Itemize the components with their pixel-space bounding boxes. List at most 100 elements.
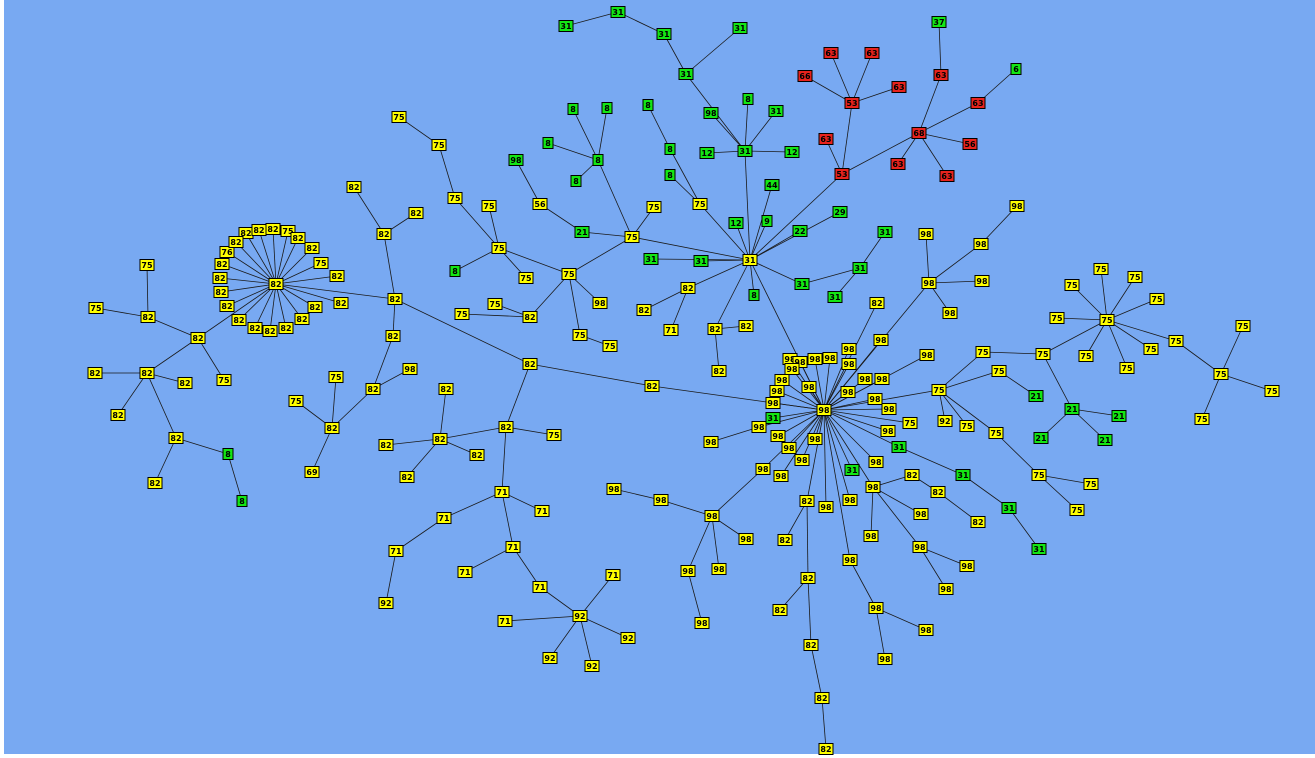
node: 82 bbox=[680, 282, 696, 294]
node-label: 82 bbox=[230, 238, 241, 247]
node-box bbox=[391, 111, 407, 123]
node: 75 bbox=[1064, 279, 1080, 291]
node: 82 bbox=[399, 471, 415, 483]
edge bbox=[823, 409, 911, 424]
node-box bbox=[803, 639, 819, 651]
node: 82 bbox=[644, 380, 660, 392]
node-box bbox=[592, 154, 604, 166]
node-label: 63 bbox=[972, 99, 983, 108]
node: 8 bbox=[601, 102, 613, 114]
edge bbox=[572, 108, 599, 161]
node-box bbox=[970, 516, 986, 528]
node-box bbox=[938, 583, 954, 595]
node: 8 bbox=[542, 137, 554, 149]
node: 75 bbox=[1127, 271, 1143, 283]
node: 98 bbox=[402, 363, 418, 375]
node-label: 31 bbox=[767, 414, 779, 423]
node-label: 98 bbox=[975, 240, 987, 249]
node-box bbox=[168, 432, 184, 444]
node-label: 98 bbox=[875, 336, 887, 345]
edge bbox=[1038, 474, 1092, 485]
edge bbox=[1106, 319, 1128, 369]
node: 8 bbox=[222, 448, 234, 460]
node: 8 bbox=[236, 495, 248, 507]
edge bbox=[788, 409, 825, 449]
node-label: 92 bbox=[380, 599, 391, 608]
node-label: 82 bbox=[270, 280, 281, 289]
node-label: 21 bbox=[1035, 434, 1047, 443]
edge bbox=[235, 241, 277, 285]
node: 92 bbox=[378, 597, 394, 609]
node-box bbox=[1264, 385, 1280, 397]
edge bbox=[501, 491, 514, 548]
node-label: 98 bbox=[608, 485, 620, 494]
node-box bbox=[228, 236, 244, 248]
edge bbox=[687, 515, 713, 572]
node-box bbox=[1031, 543, 1047, 555]
node: 75 bbox=[139, 259, 155, 271]
node-label: 31 bbox=[645, 255, 657, 264]
node: 82 bbox=[228, 236, 244, 248]
node-label: 82 bbox=[471, 451, 482, 460]
node-box bbox=[469, 449, 485, 461]
node-box bbox=[438, 383, 454, 395]
node-label: 71 bbox=[607, 571, 619, 580]
edge bbox=[1042, 319, 1108, 355]
node: 98 bbox=[840, 386, 856, 398]
edge bbox=[146, 337, 199, 374]
node-label: 82 bbox=[296, 315, 307, 324]
node-label: 8 bbox=[751, 291, 757, 300]
edge bbox=[579, 615, 629, 639]
node-label: 9 bbox=[764, 217, 770, 226]
node-label: 82 bbox=[170, 434, 181, 443]
node-box bbox=[692, 198, 708, 210]
node-box bbox=[542, 137, 554, 149]
edge bbox=[385, 438, 441, 446]
node: 82 bbox=[799, 495, 815, 507]
node: 63 bbox=[939, 170, 955, 182]
node-label: 75 bbox=[315, 259, 327, 268]
node-label: 82 bbox=[682, 284, 693, 293]
edge bbox=[749, 173, 843, 261]
node-box bbox=[975, 346, 991, 358]
node-box bbox=[346, 181, 362, 193]
node-label: 98 bbox=[820, 503, 832, 512]
node-label: 98 bbox=[803, 383, 815, 392]
node: 71 bbox=[532, 581, 548, 593]
node-box bbox=[761, 215, 773, 227]
edge bbox=[1106, 319, 1177, 342]
edge bbox=[700, 259, 751, 262]
node-box bbox=[110, 409, 126, 421]
node-box bbox=[1010, 63, 1022, 75]
node-box bbox=[959, 420, 975, 432]
node-label: 82 bbox=[240, 229, 251, 238]
node: 75 bbox=[561, 268, 577, 280]
node-label: 56 bbox=[534, 200, 546, 209]
node-box bbox=[728, 217, 744, 229]
node-box bbox=[522, 311, 538, 323]
node-label: 75 bbox=[1085, 480, 1097, 489]
node-label: 63 bbox=[893, 83, 904, 92]
node-box bbox=[769, 385, 785, 397]
node-box bbox=[534, 505, 550, 517]
node-label: 82 bbox=[149, 479, 160, 488]
node-label: 75 bbox=[483, 202, 495, 211]
node-label: 98 bbox=[771, 387, 783, 396]
node: 98 bbox=[874, 373, 890, 385]
edge bbox=[597, 159, 633, 238]
node: 82 bbox=[498, 421, 514, 433]
node: 82 bbox=[438, 383, 454, 395]
node: 37 bbox=[931, 16, 947, 28]
node-label: 8 bbox=[570, 105, 576, 114]
node: 75 bbox=[328, 371, 344, 383]
node-box bbox=[620, 632, 636, 644]
node-box bbox=[497, 615, 513, 627]
edge bbox=[823, 302, 878, 411]
node: 75 bbox=[1149, 293, 1165, 305]
node-box bbox=[522, 358, 538, 370]
edge bbox=[823, 409, 877, 463]
node-label: 82 bbox=[216, 260, 227, 269]
node-label: 98 bbox=[844, 496, 856, 505]
node-label: 82 bbox=[440, 385, 451, 394]
node-label: 98 bbox=[767, 399, 779, 408]
